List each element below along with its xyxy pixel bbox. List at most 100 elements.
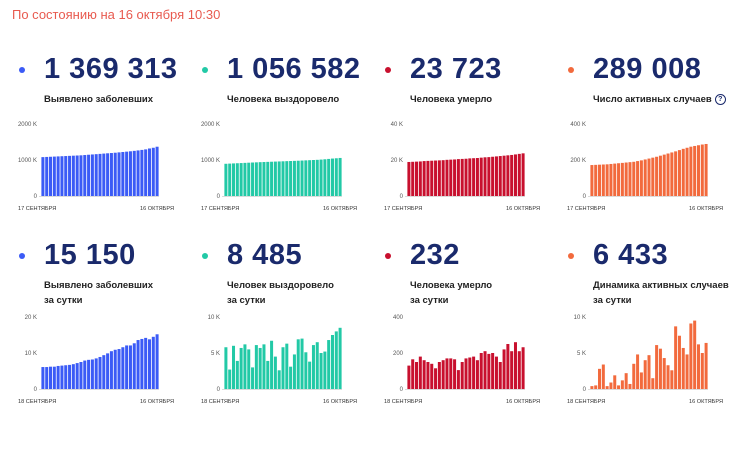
chart-bar xyxy=(319,159,323,196)
chart-bar xyxy=(300,338,304,389)
chart-bar xyxy=(106,353,110,389)
chart-bar xyxy=(430,160,434,196)
bullet-dot xyxy=(385,67,391,73)
chart-bar xyxy=(696,145,700,196)
info-icon[interactable]: ? xyxy=(714,94,726,105)
stat-card-deaths-total: 23 723 Человека умерло 40 K 20 K 0 17 СЕНТЯБР… xyxy=(383,53,563,268)
stat-label-line2: за сутки xyxy=(410,295,449,306)
chart-bar xyxy=(639,160,643,196)
stat-value: 23 723 xyxy=(410,53,502,85)
chart-bar xyxy=(590,386,594,389)
chart-bar xyxy=(681,148,685,196)
chart-bar xyxy=(666,153,670,196)
chart-bar xyxy=(64,156,68,196)
chart-bar xyxy=(136,340,140,389)
chart-bar xyxy=(613,375,617,389)
chart-bar xyxy=(590,165,594,196)
chart-bar xyxy=(68,364,72,389)
chart-bar xyxy=(456,159,460,196)
chart-bar xyxy=(647,355,651,389)
chart-bar xyxy=(628,383,632,389)
chart-bar xyxy=(670,370,674,389)
chart-bar xyxy=(594,164,598,196)
stat-label-line2: за сутки xyxy=(227,295,266,306)
chart-bar xyxy=(102,355,106,389)
stat-label-line2: за сутки xyxy=(593,295,632,306)
chart-bar xyxy=(430,363,434,389)
chart-bar xyxy=(319,353,323,389)
chart-bar xyxy=(109,351,113,389)
stat-label: Число активных случаев? xyxy=(593,92,726,107)
chart-bar xyxy=(277,161,281,196)
chart-bar xyxy=(506,155,510,196)
stat-card-deaths-daily: 232 Человека умерло за сутки 400 200 0 18 СЕНТ… xyxy=(383,239,563,454)
mini-bar-chart: 400 K 200 K 0 17 СЕНТЯБРЯ 16 ОКТЯБРЯ xyxy=(567,122,723,212)
chart-bar xyxy=(700,144,704,196)
chart-bar xyxy=(232,345,236,389)
chart-bar xyxy=(472,356,476,389)
chart-bar xyxy=(258,347,262,389)
chart-bar xyxy=(655,156,659,196)
chart-bar xyxy=(109,153,113,196)
chart-bar xyxy=(502,349,506,389)
chart-bar xyxy=(445,159,449,196)
mini-bar-chart: 2000 K 1000 K 0 17 СЕНТЯБРЯ 16 ОКТЯБРЯ xyxy=(201,122,357,212)
chart-bar xyxy=(308,361,312,389)
chart-bar xyxy=(613,163,617,196)
stat-card-recovered-total: 1 056 582 Человека выздоровело 2000 K 1000 … xyxy=(200,53,380,268)
chart-bar xyxy=(289,366,293,389)
chart-bar xyxy=(98,153,102,196)
y-tick-label: 400 xyxy=(393,315,404,321)
chart-bar xyxy=(64,365,68,389)
chart-bar xyxy=(136,150,140,196)
chart-bar xyxy=(422,360,426,389)
chart-bar xyxy=(487,157,491,196)
chart-bar xyxy=(502,155,506,196)
chart-bar xyxy=(598,164,602,196)
chart-bar xyxy=(441,360,445,389)
chart-bar xyxy=(327,158,331,196)
stat-card-active-total: 289 008 Число активных случаев? 400 K 200 K… xyxy=(566,53,730,268)
chart-bar xyxy=(434,368,438,389)
chart-bar xyxy=(94,154,98,196)
chart-bar xyxy=(651,157,655,196)
chart-bar xyxy=(643,159,647,196)
chart-bar xyxy=(308,160,312,196)
chart-bar xyxy=(639,372,643,389)
stat-label: Человек выздоровело за сутки xyxy=(227,278,334,308)
chart-bar xyxy=(632,363,636,389)
stat-card-cases-daily: 15 150 Выявлено заболевших за сутки 20 K 10 … xyxy=(17,239,197,454)
chart-bar xyxy=(426,160,430,196)
chart-bar xyxy=(147,339,151,389)
chart-bar xyxy=(296,160,300,196)
stat-label: Выявлено заболевших за сутки xyxy=(44,278,153,308)
chart-bar xyxy=(491,353,495,389)
stat-label-line1: Число активных случаев xyxy=(593,94,712,105)
chart-bar xyxy=(468,357,472,389)
chart-bar xyxy=(655,345,659,389)
chart-bar xyxy=(418,356,422,389)
x-start-label: 18 СЕНТЯБРЯ xyxy=(18,399,56,405)
y-tick-label: 40 K xyxy=(391,122,403,128)
chart-bar xyxy=(90,154,94,196)
mini-bar-chart: 2000 K 1000 K 0 17 СЕНТЯБРЯ 16 ОКТЯБРЯ xyxy=(18,122,174,212)
chart-bar xyxy=(56,365,60,389)
chart-bar xyxy=(601,164,605,196)
chart-bar xyxy=(624,373,628,389)
bullet-dot xyxy=(568,67,574,73)
stat-label: Человека умерло за сутки xyxy=(410,278,492,308)
stat-value: 1 369 313 xyxy=(44,53,178,85)
y-tick-label: 10 K xyxy=(574,315,586,321)
chart-bar xyxy=(323,351,327,389)
chart-bar xyxy=(90,359,94,389)
mini-bar-chart: 10 K 5 K 0 18 СЕНТЯБРЯ 16 ОКТЯБРЯ xyxy=(201,315,357,405)
chart-bar xyxy=(475,158,479,196)
chart-bar xyxy=(415,362,419,389)
chart-bar xyxy=(437,160,441,196)
stat-value: 232 xyxy=(410,239,460,271)
chart-bar xyxy=(41,367,45,389)
chart-bar xyxy=(71,364,75,389)
chart-bar xyxy=(510,351,514,389)
chart-bar xyxy=(144,149,148,196)
chart-bar xyxy=(281,347,285,389)
